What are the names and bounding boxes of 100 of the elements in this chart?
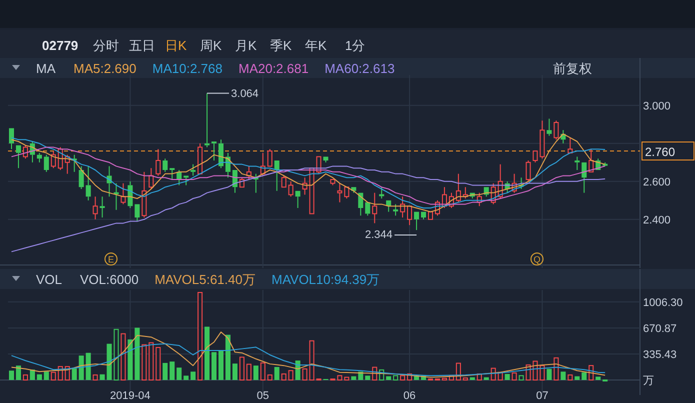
bar [142, 344, 147, 380]
bar [260, 362, 266, 380]
bar [72, 368, 77, 380]
bar [470, 377, 475, 380]
bar [134, 328, 140, 380]
text: 日K [165, 38, 187, 53]
legend-title: MA [36, 61, 56, 76]
bar [554, 357, 559, 380]
bar [504, 374, 510, 380]
text: MAVOL5:61.40万 [154, 272, 256, 287]
bar [211, 352, 217, 380]
bar [400, 375, 406, 380]
bar [344, 376, 350, 380]
candlestick [372, 192, 378, 224]
bar [560, 372, 566, 380]
bar [30, 370, 35, 380]
y-tick-label: 670.87 [643, 322, 677, 335]
annotation: 前复权 [553, 61, 592, 76]
y-tick-label: 万 [643, 375, 654, 387]
bar [302, 368, 308, 380]
ref-line-label: 2.760 [645, 145, 676, 159]
bar [281, 373, 286, 380]
annotation: 2.344 [365, 229, 393, 242]
bar [44, 372, 49, 380]
line-series [10, 343, 606, 376]
text: VOL:6000 [80, 272, 139, 287]
bar [274, 366, 280, 380]
bar [225, 334, 230, 380]
candlestick [92, 196, 98, 220]
x-tick-label: 05 [256, 390, 270, 402]
candlestick [162, 158, 168, 172]
candlestick [86, 166, 91, 201]
bar [393, 375, 398, 380]
line-series [10, 166, 606, 252]
bar [218, 350, 224, 380]
bar [512, 372, 517, 380]
candlestick [106, 166, 112, 198]
y-tick-label: 2.600 [643, 176, 671, 188]
bar [246, 364, 252, 380]
y-tick-label: 2.400 [643, 214, 671, 226]
x-tick-label: 2019-04 [110, 390, 150, 402]
candlestick [114, 182, 119, 210]
text: 五日 [129, 38, 155, 53]
bar [156, 346, 161, 380]
annotation: E [108, 254, 114, 264]
x-tick-label: 06 [403, 390, 416, 402]
bar [50, 372, 56, 380]
bar [86, 352, 91, 380]
legend-title: VOL [36, 272, 62, 287]
text: MAVOL10:94.39万 [271, 272, 380, 287]
annotation: Q [533, 254, 541, 264]
bar [22, 374, 28, 380]
bar [128, 339, 133, 380]
bar [267, 374, 272, 380]
bar [36, 374, 42, 380]
bar [337, 375, 342, 380]
bar [484, 377, 489, 380]
x-tick-label: 07 [536, 390, 548, 402]
bar [176, 368, 182, 380]
annotation: 3.064 [231, 88, 259, 100]
bar [162, 362, 168, 380]
bar [546, 368, 552, 380]
y-tick-label: 3.000 [643, 100, 671, 112]
bar [16, 366, 21, 380]
bar [170, 362, 175, 380]
candlestick [100, 196, 105, 218]
line-series [10, 332, 606, 378]
bar [92, 374, 98, 380]
bar [198, 292, 203, 380]
text: MA10:2.768 [152, 61, 222, 76]
bar [78, 356, 84, 380]
text: 季K [270, 38, 292, 53]
text: MA60:2.613 [324, 61, 395, 76]
y-tick-label: 1006.30 [643, 296, 683, 309]
bar [518, 375, 524, 380]
bar [582, 372, 587, 380]
text: MA20:2.681 [238, 61, 309, 76]
bar [232, 364, 238, 380]
bar [568, 374, 573, 380]
bar [386, 376, 392, 380]
bar [8, 370, 14, 380]
text: MA5:2.690 [74, 61, 136, 76]
bar [253, 366, 258, 380]
bar [574, 376, 580, 380]
bar [148, 342, 154, 380]
text: 年K [305, 38, 327, 53]
bar [351, 376, 356, 380]
text: 月K [235, 38, 257, 53]
text: 1分 [345, 38, 366, 53]
bar [204, 326, 210, 380]
candlestick [546, 118, 552, 136]
candlestick [574, 156, 580, 170]
text: 分时 [93, 38, 119, 53]
bar [462, 377, 468, 380]
bar [596, 376, 601, 380]
candlestick [36, 152, 42, 163]
bar [288, 370, 294, 380]
bar [365, 376, 370, 380]
bar [190, 372, 196, 380]
y-tick-label: 335.43 [643, 348, 677, 361]
